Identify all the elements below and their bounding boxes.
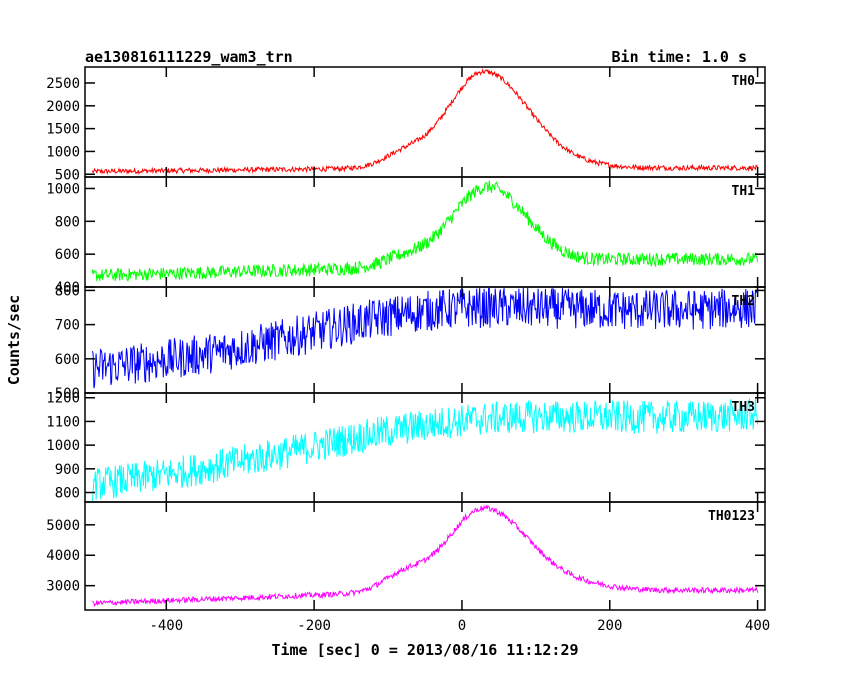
y-tick-label: 2000	[46, 99, 80, 115]
series-line-th0	[91, 67, 759, 176]
x-tick-label: -200	[297, 618, 331, 634]
y-tick-label: 400	[55, 280, 80, 296]
y-tick-label: 1000	[46, 181, 80, 197]
series-line-th3	[91, 398, 759, 501]
chart-title-left: ae130816111229_wam3_trn	[85, 48, 293, 66]
y-tick-label: 2500	[46, 76, 80, 92]
y-tick-label: 1200	[46, 391, 80, 407]
y-tick-label: 5000	[46, 518, 80, 534]
y-tick-label: 700	[55, 318, 80, 334]
y-tick-label: 600	[55, 247, 80, 263]
y-tick-label: 3000	[46, 579, 80, 595]
y-tick-label: 1000	[46, 144, 80, 160]
x-tick-label: 0	[458, 618, 466, 634]
panel-label-th0: TH0	[732, 74, 756, 89]
x-tick-label: 200	[597, 618, 622, 634]
y-tick-label: 800	[55, 214, 80, 230]
panel-frame-th0	[84, 66, 766, 178]
panel-frame-th0123	[84, 501, 766, 611]
series-line-th2	[91, 285, 759, 389]
panel-label-th0123: TH0123	[708, 509, 755, 524]
panel-label-th1: TH1	[732, 184, 756, 199]
y-tick-label: 900	[55, 462, 80, 478]
y-tick-label: 600	[55, 352, 80, 368]
y-tick-label: 500	[55, 167, 80, 183]
y-tick-label: 1000	[46, 438, 80, 454]
y-tick-label: 1500	[46, 122, 80, 138]
y-axis-label: Counts/sec	[5, 295, 23, 385]
y-tick-label: 1100	[46, 414, 80, 430]
series-line-th1	[91, 180, 759, 282]
series-line-th0123	[92, 504, 759, 608]
y-tick-label: 500	[55, 386, 80, 402]
x-tick-label: 400	[745, 618, 770, 634]
x-axis-label: Time [sec] 0 = 2013/08/16 11:12:29	[271, 641, 578, 659]
y-tick-label: 4000	[46, 548, 80, 564]
chart-title-right: Bin time: 1.0 s	[612, 48, 747, 66]
y-tick-label: 800	[55, 486, 80, 502]
panel-label-th2: TH2	[732, 294, 755, 309]
x-tick-label: -400	[149, 618, 183, 634]
panel-label-th3: TH3	[732, 400, 755, 415]
y-tick-label: 800	[55, 283, 80, 299]
